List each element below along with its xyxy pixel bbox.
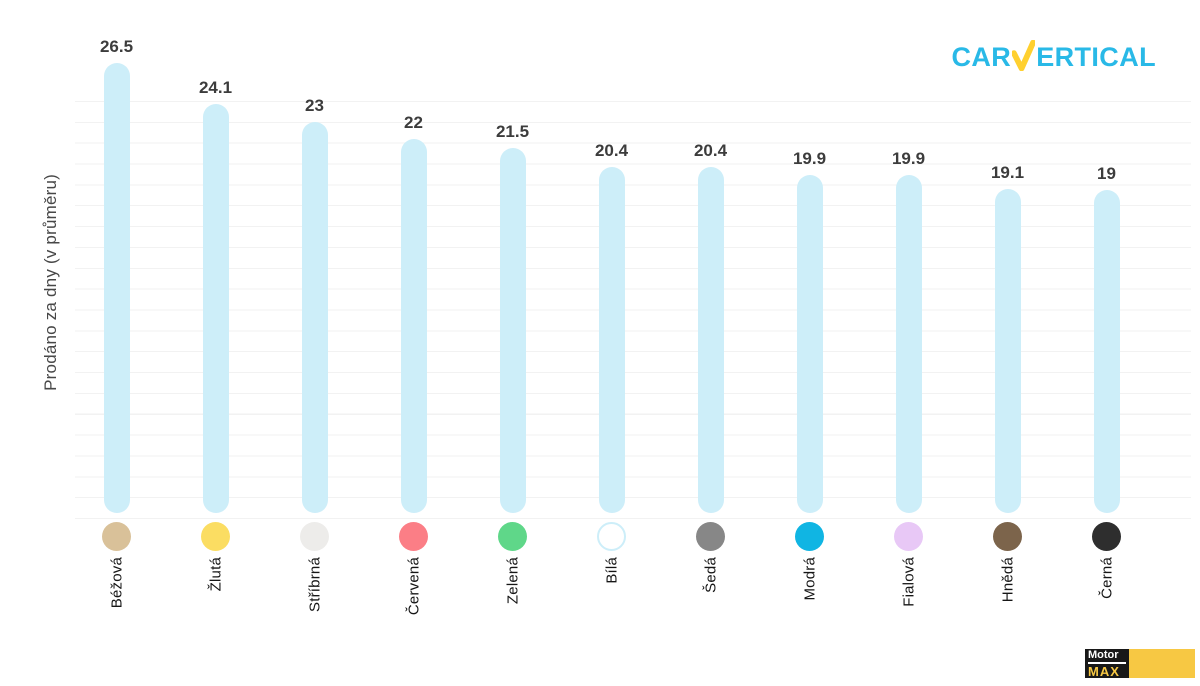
- bar-value-label: 19: [1097, 164, 1116, 184]
- bar: [499, 147, 526, 513]
- color-swatch: [597, 522, 626, 551]
- bar-chart: 26.5 Béžová 24.1 Žlutá 23 Stříbrná 22 Červená 21…: [67, 0, 1156, 686]
- category-label-text: Šedá: [702, 557, 719, 593]
- motormax-yellow-rectangle: [1129, 649, 1195, 678]
- bar-column: 19.1 Hnědá: [958, 0, 1057, 686]
- category-label-text: Žlutá: [207, 557, 224, 592]
- category-label: Šedá: [702, 557, 719, 593]
- bar: [103, 63, 130, 513]
- category-label-text: Modrá: [801, 557, 818, 601]
- checkmark-v-path: [1012, 40, 1036, 71]
- motormax-logo-text-block: Motor MAX: [1085, 649, 1129, 678]
- bar: [895, 175, 922, 513]
- bar-column: 19.9 Modrá: [760, 0, 859, 686]
- bar-column: 26.5 Béžová: [67, 0, 166, 686]
- category-label-text: Hnědá: [999, 557, 1016, 603]
- category-label: Stříbrná: [306, 557, 323, 612]
- bar: [796, 175, 823, 513]
- category-label: Černá: [1098, 557, 1115, 599]
- bar-column: 22 Červená: [364, 0, 463, 686]
- bar-value-label: 19.1: [990, 162, 1025, 182]
- category-label: Červená: [405, 557, 422, 616]
- motormax-logo: Motor MAX: [1085, 649, 1195, 678]
- color-swatch: [894, 522, 923, 551]
- bar-value-label: 24.1: [198, 77, 233, 97]
- bar-value-label: 21.5: [495, 121, 530, 141]
- color-swatch: [498, 522, 527, 551]
- category-label-text: Červená: [405, 557, 422, 616]
- bar-value-label: 22: [404, 113, 423, 133]
- category-label: Bílá: [603, 557, 620, 584]
- category-label: Béžová: [108, 557, 125, 609]
- category-label: Hnědá: [999, 557, 1016, 603]
- category-label-text: Béžová: [108, 557, 125, 609]
- bar-column: 21.5 Zelená: [463, 0, 562, 686]
- category-label: Fialová: [900, 557, 917, 607]
- category-label: Žlutá: [207, 557, 224, 592]
- color-swatch: [1092, 522, 1121, 551]
- bar-value-label: 26.5: [99, 37, 134, 57]
- bar-column: 20.4 Šedá: [661, 0, 760, 686]
- color-swatch: [993, 522, 1022, 551]
- y-axis-label-text: Prodáno za dny (v průměru): [41, 174, 60, 391]
- carvertical-logo-car-text: CAR: [951, 42, 1012, 72]
- carvertical-logo-ertical-text: ERTICAL: [1036, 42, 1156, 72]
- color-swatch: [696, 522, 725, 551]
- category-label-text: Bílá: [603, 557, 620, 584]
- bar: [598, 166, 625, 513]
- color-swatch: [201, 522, 230, 551]
- category-label-text: Černá: [1098, 557, 1115, 599]
- motormax-motor-text: Motor: [1088, 649, 1126, 664]
- motormax-max-text: MAX: [1088, 663, 1120, 679]
- bar: [301, 122, 328, 513]
- bar: [202, 103, 229, 513]
- bar: [697, 166, 724, 513]
- bar-column: 20.4 Bílá: [562, 0, 661, 686]
- bar-value-label: 19.9: [792, 149, 827, 169]
- bar: [994, 188, 1021, 513]
- bar-column: 19 Černá: [1057, 0, 1156, 686]
- color-swatch: [300, 522, 329, 551]
- checkmark-v-icon: [1012, 40, 1036, 71]
- category-label-text: Fialová: [900, 557, 917, 607]
- color-swatch: [102, 522, 131, 551]
- bar-value-label: 20.4: [693, 140, 728, 160]
- color-swatch: [795, 522, 824, 551]
- bar-column: 23 Stříbrná: [265, 0, 364, 686]
- category-label: Zelená: [504, 557, 521, 605]
- bar-value-label: 20.4: [594, 140, 629, 160]
- bar-value-label: 23: [305, 96, 324, 116]
- category-label-text: Zelená: [504, 557, 521, 605]
- category-label: Modrá: [801, 557, 818, 601]
- bar-value-label: 19.9: [891, 149, 926, 169]
- carvertical-logo: CAR ERTICAL: [952, 40, 1157, 74]
- color-swatch: [399, 522, 428, 551]
- bar-column: 24.1 Žlutá: [166, 0, 265, 686]
- category-label-text: Stříbrná: [306, 557, 323, 612]
- bar-column: 19.9 Fialová: [859, 0, 958, 686]
- bar: [1093, 190, 1120, 513]
- bar: [400, 139, 427, 513]
- y-axis-label: Prodáno za dny (v průměru): [41, 174, 60, 391]
